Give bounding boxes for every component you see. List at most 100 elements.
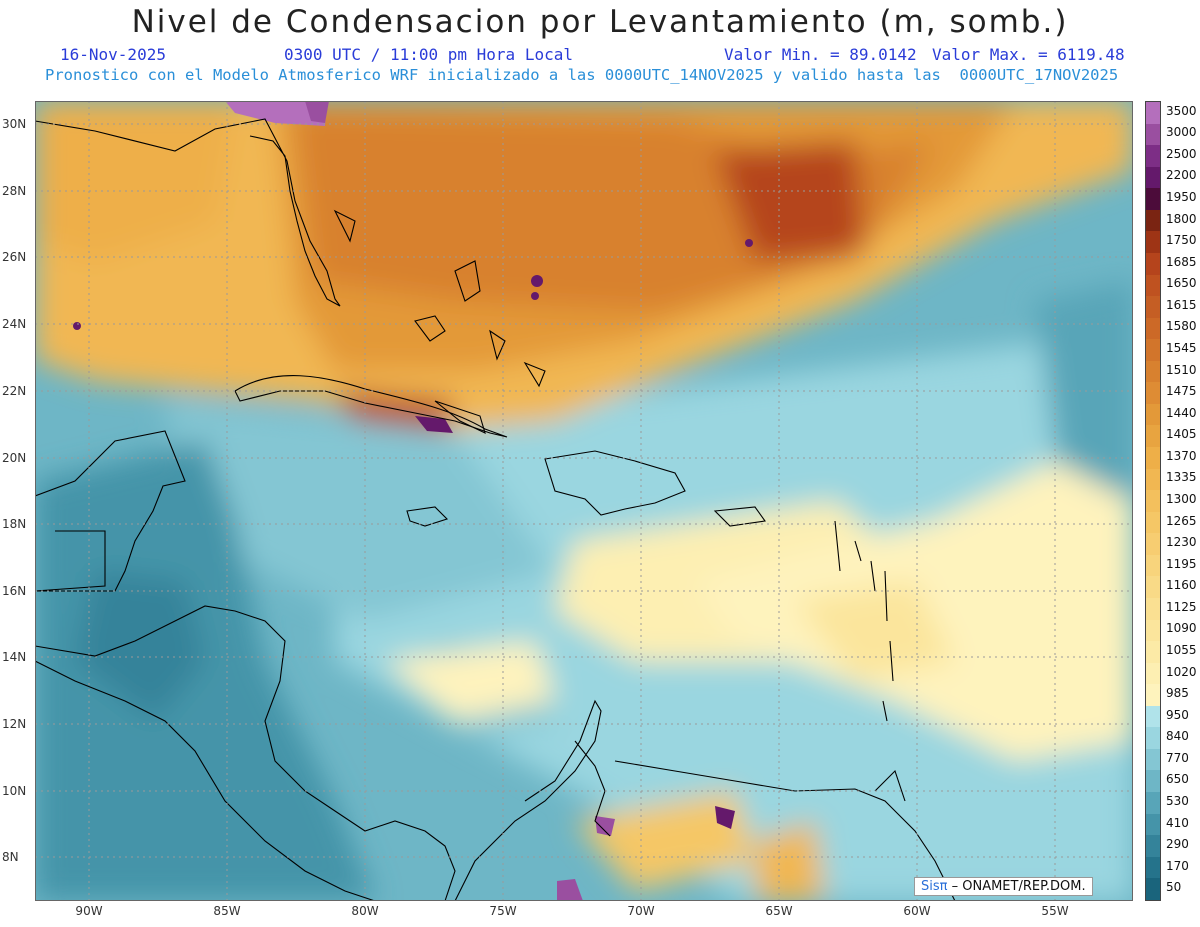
colorbar-label: 3500 — [1166, 103, 1197, 118]
colorbar-swatch — [1146, 317, 1160, 340]
credit-label: Sisπ – ONAMET/REP.DOM. — [914, 877, 1093, 896]
lon-label: 60W — [903, 904, 931, 918]
colorbar-label: 1335 — [1166, 470, 1197, 485]
colorbar-label: 1055 — [1166, 642, 1197, 657]
colorbar — [1145, 101, 1161, 901]
colorbar-label: 1160 — [1166, 578, 1197, 593]
max-value-label: Valor Max. = 6119.48 — [932, 45, 1125, 64]
colorbar-label: 1650 — [1166, 276, 1197, 291]
colorbar-label: 1950 — [1166, 190, 1197, 205]
colorbar-swatch — [1146, 102, 1160, 124]
lat-label: 22N — [2, 384, 27, 398]
colorbar-swatch — [1146, 641, 1160, 663]
colorbar-label: 1230 — [1166, 535, 1197, 550]
sispi-logo: Sisπ — [921, 879, 948, 894]
colorbar-label: 1265 — [1166, 513, 1197, 528]
colorbar-swatch — [1146, 231, 1160, 253]
lat-label: 24N — [2, 317, 27, 331]
shaded-field — [35, 101, 1133, 901]
colorbar-swatch — [1146, 533, 1160, 555]
lcl-map — [35, 101, 1133, 901]
colorbar-label: 770 — [1166, 750, 1189, 765]
colorbar-label: 2200 — [1166, 168, 1197, 183]
colorbar-swatch — [1146, 425, 1160, 447]
colorbar-label: 1510 — [1166, 362, 1197, 377]
colorbar-label: 1750 — [1166, 233, 1197, 248]
date-label: 16-Nov-2025 — [60, 45, 166, 64]
colorbar-label: 1370 — [1166, 448, 1197, 463]
colorbar-swatch — [1146, 684, 1160, 706]
colorbar-swatch — [1146, 447, 1160, 469]
colorbar-label: 530 — [1166, 793, 1189, 808]
colorbar-swatch — [1146, 619, 1160, 642]
colorbar-swatch — [1146, 274, 1160, 297]
lat-label: 18N — [2, 517, 27, 531]
colorbar-swatch — [1146, 209, 1160, 232]
credit-text: – ONAMET/REP.DOM. — [947, 879, 1086, 894]
colorbar-swatch — [1146, 296, 1160, 318]
lon-label: 70W — [627, 904, 655, 918]
colorbar-swatch — [1146, 554, 1160, 577]
colorbar-label: 2500 — [1166, 146, 1197, 161]
lat-label: 16N — [2, 584, 27, 598]
lon-label: 55W — [1041, 904, 1069, 918]
colorbar-swatch — [1146, 403, 1160, 426]
colorbar-label: 1020 — [1166, 664, 1197, 679]
colorbar-label: 3000 — [1166, 125, 1197, 140]
colorbar-label: 1475 — [1166, 384, 1197, 399]
colorbar-swatch — [1146, 166, 1160, 189]
time-label: 0300 UTC / 11:00 pm Hora Local — [284, 45, 573, 64]
lon-label: 85W — [213, 904, 241, 918]
colorbar-swatch — [1146, 468, 1160, 491]
map-title: Nivel de Condensacion por Levantamiento … — [131, 4, 1069, 40]
colorbar-swatch — [1146, 576, 1160, 598]
lat-label: 20N — [2, 451, 27, 465]
lat-label: 8N — [2, 850, 19, 864]
colorbar-swatch — [1146, 662, 1160, 685]
colorbar-swatch — [1146, 252, 1160, 275]
colorbar-label: 1615 — [1166, 297, 1197, 312]
lon-label: 80W — [351, 904, 379, 918]
colorbar-label: 290 — [1166, 837, 1189, 852]
colorbar-swatch — [1146, 856, 1160, 879]
forecast-info: Pronostico con el Modelo Atmosferico WRF… — [45, 66, 1119, 84]
colorbar-swatch — [1146, 597, 1160, 620]
lon-label: 65W — [765, 904, 793, 918]
colorbar-label: 170 — [1166, 858, 1189, 873]
gridlines — [35, 101, 1133, 901]
lat-label: 10N — [2, 784, 27, 798]
lat-label: 26N — [2, 250, 27, 264]
colorbar-label: 985 — [1166, 686, 1189, 701]
colorbar-label: 650 — [1166, 772, 1189, 787]
colorbar-swatch — [1146, 145, 1160, 167]
lat-label: 12N — [2, 717, 27, 731]
high-lcl-region — [225, 101, 327, 126]
colorbar-swatch — [1146, 188, 1160, 210]
colorbar-label: 840 — [1166, 729, 1189, 744]
colorbar-swatch — [1146, 835, 1160, 857]
colorbar-label: 1090 — [1166, 621, 1197, 636]
lon-label: 90W — [75, 904, 103, 918]
colorbar-swatch — [1146, 770, 1160, 792]
colorbar-swatch — [1146, 123, 1160, 146]
colorbar-swatch — [1146, 360, 1160, 383]
colorbar-swatch — [1146, 339, 1160, 361]
colorbar-label: 1405 — [1166, 427, 1197, 442]
colorbar-label: 1685 — [1166, 254, 1197, 269]
lat-label: 14N — [2, 650, 27, 664]
colorbar-swatch — [1146, 727, 1160, 749]
colorbar-label: 950 — [1166, 707, 1189, 722]
colorbar-label: 1580 — [1166, 319, 1197, 334]
colorbar-swatch — [1146, 792, 1160, 814]
colorbar-label: 1545 — [1166, 341, 1197, 356]
colorbar-swatch — [1146, 748, 1160, 771]
colorbar-label: 1195 — [1166, 556, 1197, 571]
colorbar-label: 1440 — [1166, 405, 1197, 420]
colorbar-label: 1800 — [1166, 211, 1197, 226]
colorbar-swatch — [1146, 705, 1160, 728]
lat-label: 30N — [2, 117, 27, 131]
lat-label: 28N — [2, 184, 27, 198]
colorbar-label: 410 — [1166, 815, 1189, 830]
lon-label: 75W — [489, 904, 517, 918]
colorbar-swatch — [1146, 511, 1160, 534]
